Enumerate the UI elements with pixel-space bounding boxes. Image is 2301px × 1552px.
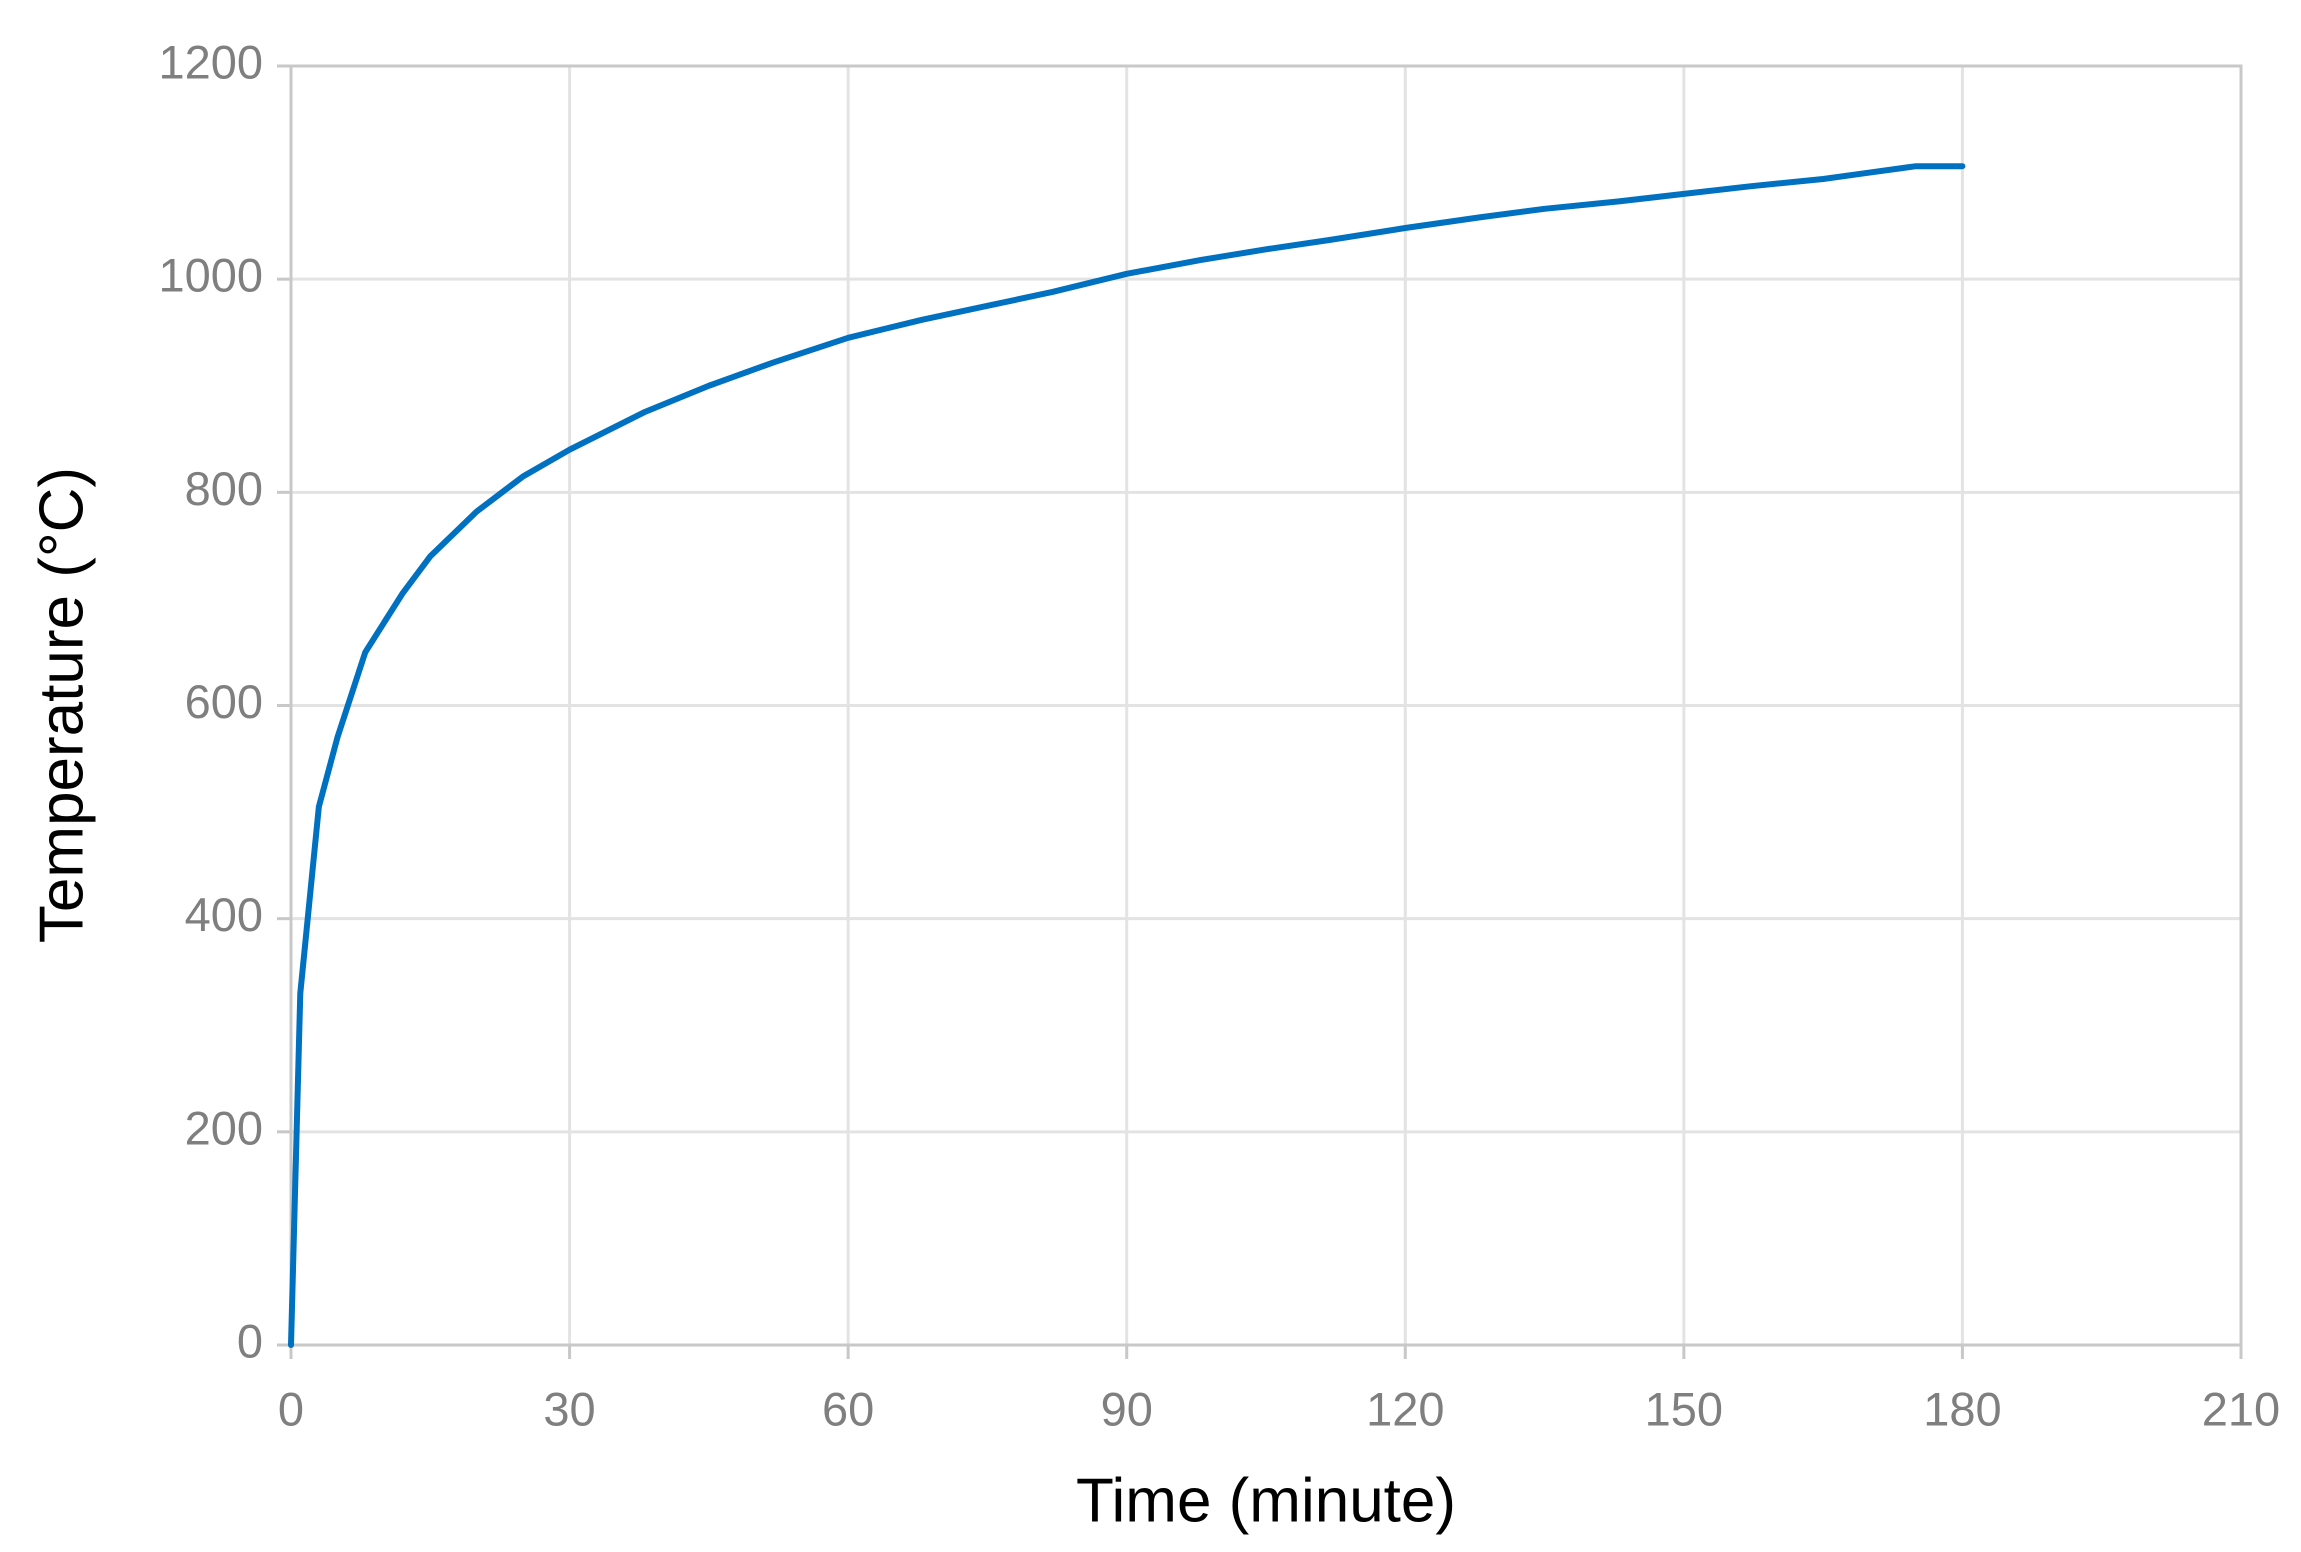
y-tick-label: 1200 <box>158 35 263 88</box>
y-tick-label: 400 <box>185 888 263 941</box>
plot-frame <box>289 64 2243 1347</box>
x-tick-label: 0 <box>278 1382 304 1435</box>
y-tick-label: 600 <box>185 675 263 728</box>
y-axis-title: Temperature (°C) <box>27 467 96 943</box>
x-tick-label: 210 <box>2202 1382 2280 1435</box>
y-tick-label: 1000 <box>158 249 263 302</box>
x-tick-label: 180 <box>1923 1382 2001 1435</box>
x-tick-label: 30 <box>543 1382 595 1435</box>
x-tick-label: 120 <box>1366 1382 1444 1435</box>
x-tick-label: 60 <box>822 1382 874 1435</box>
x-tick-label: 150 <box>1645 1382 1723 1435</box>
y-tick-label: 200 <box>185 1101 263 1154</box>
y-tick-label: 0 <box>237 1314 263 1367</box>
line-series <box>288 163 1966 1348</box>
x-tick-label: 90 <box>1101 1382 1153 1435</box>
y-tick-label: 800 <box>185 462 263 515</box>
x-axis-title: Time (minute) <box>1076 1466 1456 1535</box>
